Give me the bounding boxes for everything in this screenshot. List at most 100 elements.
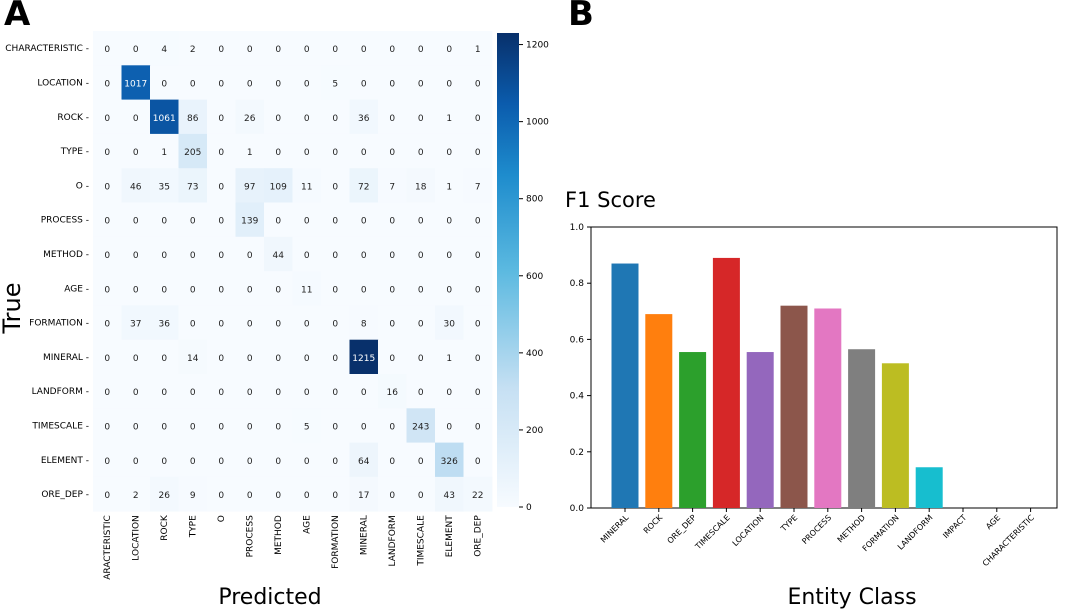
y-tick-label: 0.4 — [570, 392, 585, 402]
heatmap-cell — [435, 31, 464, 66]
heatmap-cell-value: 0 — [332, 320, 338, 330]
heatmap-cell-value: 0 — [418, 45, 424, 55]
heatmap-cell-value: 0 — [247, 354, 253, 364]
heatmap-cell — [150, 168, 179, 203]
colorbar-tick-label: 1000 — [526, 118, 549, 128]
heatmap-cell-value: 0 — [304, 217, 310, 227]
colorbar-tick-label: 600 — [526, 272, 543, 282]
heatmap-cell — [406, 65, 436, 100]
heatmap-col-label: LOCATION — [132, 515, 142, 561]
heatmap-row-label: TIMESCALE - — [31, 421, 89, 431]
heatmap-cell — [435, 65, 464, 100]
heatmap-cell — [463, 202, 493, 238]
heatmap-cell-value: 30 — [444, 320, 456, 330]
heatmap-cell-value: 0 — [218, 217, 224, 227]
heatmap-cell — [292, 65, 322, 100]
heatmap-cell — [121, 305, 151, 341]
heatmap-cell-value: 0 — [133, 217, 139, 227]
heatmap-cell — [178, 133, 208, 169]
heatmap-cell — [150, 65, 179, 100]
heatmap-cell-value: 0 — [361, 79, 367, 89]
colorbar-tick-label: 0 — [526, 503, 532, 513]
heatmap-cell-value: 0 — [133, 354, 139, 364]
y-tick-label: 0.2 — [570, 448, 584, 458]
heatmap-cell — [93, 408, 122, 443]
heatmap-cell — [121, 476, 151, 512]
heatmap-cell-value: 0 — [161, 217, 167, 227]
heatmap-cell-value: 0 — [304, 354, 310, 364]
heatmap-col-labels: ARACTERISTIC LOCATION ROCK TYPE O PROCESS METH… — [103, 514, 484, 580]
panel-b-label: B — [568, 0, 594, 34]
heatmap-cell-value: 0 — [389, 114, 395, 124]
heatmap-cell-value: 0 — [275, 148, 281, 158]
heatmap-cell — [150, 476, 179, 512]
heatmap-cell-value: 0 — [133, 45, 139, 55]
heatmap-cell — [264, 408, 293, 443]
heatmap-cell-value: 0 — [389, 491, 395, 501]
heatmap-cell — [406, 339, 436, 375]
heatmap-cell — [264, 133, 293, 169]
heatmap-cell — [321, 374, 350, 409]
heatmap-cell-value: 0 — [133, 388, 139, 398]
heatmap-cell-value: 1 — [446, 114, 452, 124]
heatmap-cell — [264, 65, 293, 100]
heatmap-cell — [378, 236, 407, 272]
heatmap-cell — [463, 271, 493, 306]
heatmap-cell-value: 17 — [358, 491, 369, 501]
heatmap-cell-value: 0 — [218, 388, 224, 398]
x-tick-label: TYPE — [778, 513, 799, 534]
heatmap-cell-value: 1061 — [153, 114, 176, 124]
heatmap-cell — [235, 374, 265, 409]
heatmap-cell — [235, 476, 265, 512]
heatmap-cell — [150, 31, 179, 66]
heatmap-cell — [93, 202, 122, 238]
heatmap-cell-value: 1215 — [352, 354, 375, 364]
heatmap-cell-value: 0 — [446, 79, 452, 89]
x-tick-label: TIMESCALE — [693, 513, 732, 552]
heatmap-cell — [207, 476, 236, 512]
heatmap-cell-value: 0 — [418, 491, 424, 501]
heatmap-cell — [292, 31, 322, 66]
heatmap-cell — [463, 305, 493, 341]
heatmap-cell — [463, 65, 493, 100]
heatmap-cell-value: 0 — [104, 388, 110, 398]
heatmap-cell-value: 0 — [446, 422, 452, 432]
heatmap-cell-value: 0 — [275, 354, 281, 364]
heatmap-cell — [93, 31, 122, 66]
heatmap-cell — [178, 99, 208, 135]
heatmap-cell-value: 0 — [361, 422, 367, 432]
heatmap-cell — [321, 339, 350, 375]
heatmap-cell-value: 0 — [247, 320, 253, 330]
heatmap-cell — [235, 168, 265, 203]
heatmap-cell-value: 0 — [247, 388, 253, 398]
heatmap-cell — [378, 476, 407, 512]
heatmap-ylabel: True — [0, 283, 26, 335]
heatmap-cell — [235, 339, 265, 375]
heatmap-cell-value: 0 — [247, 251, 253, 261]
heatmap-col-label: ORE_DEP — [474, 515, 484, 557]
heatmap-cell-value: 0 — [361, 251, 367, 261]
heatmap-col-label: PROCESS — [246, 515, 256, 557]
heatmap-cell — [93, 305, 122, 341]
heatmap-cell-value: 0 — [304, 320, 310, 330]
heatmap-cell — [435, 202, 464, 238]
heatmap-cell — [321, 408, 350, 443]
heatmap-cell — [150, 202, 179, 238]
heatmap-cell — [207, 374, 236, 409]
heatmap-cell-value: 0 — [389, 457, 395, 467]
heatmap-cell-value: 0 — [133, 422, 139, 432]
heatmap-cell-value: 1 — [446, 354, 452, 364]
heatmap-cell — [406, 31, 436, 66]
heatmap-cell-value: 0 — [304, 457, 310, 467]
heatmap-cell — [435, 476, 464, 512]
heatmap-cell — [178, 168, 208, 203]
heatmap-cell — [321, 442, 350, 478]
heatmap-cell-value: 0 — [218, 251, 224, 261]
heatmap-cell — [463, 374, 493, 409]
heatmap-cell — [235, 271, 265, 306]
heatmap-cell-value: 0 — [332, 251, 338, 261]
heatmap-cell — [406, 202, 436, 238]
heatmap-cell — [349, 65, 379, 100]
x-tick-label: LANDFORM — [896, 513, 935, 552]
